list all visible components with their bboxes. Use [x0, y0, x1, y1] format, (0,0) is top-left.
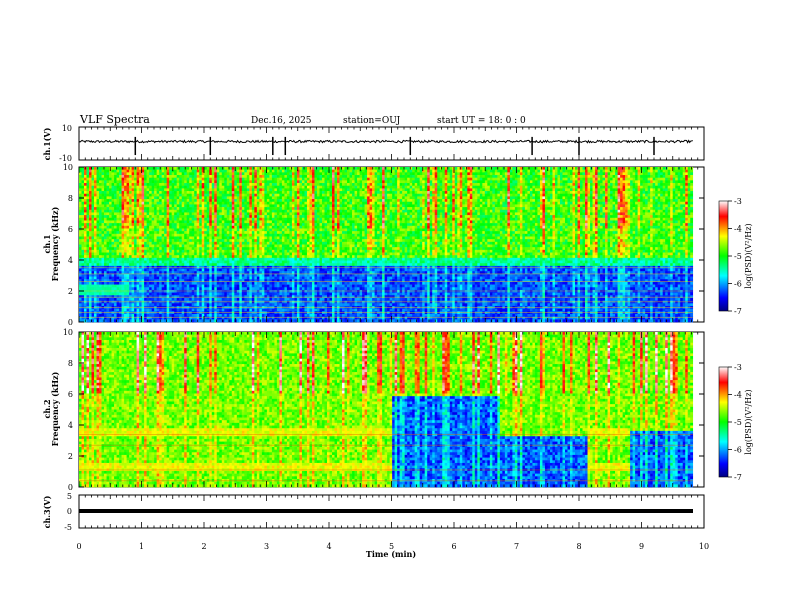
ch3-waveform-trace	[79, 509, 693, 513]
ch2-colorbar-tick--4: -4	[734, 391, 742, 400]
ch2-colorbar	[719, 367, 728, 477]
ch2-spec-ytick-2: 2	[68, 452, 73, 461]
x-tick-label-7: 7	[514, 542, 519, 551]
header-date: Dec.16, 2025	[251, 116, 312, 126]
ch3-ytick-top: 5	[67, 492, 72, 501]
ch1-spectrogram-ylabel: Frequency (kHz)	[50, 206, 60, 281]
ch3-ytick-mid: 0	[67, 507, 72, 516]
ch1-spec-ytick-10: 10	[63, 163, 73, 172]
ch1-ytick-top: 10	[62, 124, 72, 133]
ch1-colorbar-tick--4: -4	[734, 225, 742, 234]
ch2-colorbar-tick--7: -7	[734, 473, 742, 482]
ch1-spec-ytick-4: 4	[68, 256, 73, 265]
figure-title: VLF Spectra	[79, 113, 150, 126]
ch1-colorbar	[719, 201, 728, 311]
ch2-colorbar-label: log(PSD)(V²/Hz)	[744, 389, 753, 454]
x-tick-label-3: 3	[264, 542, 269, 551]
ch1-spec-ytick-2: 2	[68, 287, 73, 296]
ch2-spec-ytick-10: 10	[63, 328, 73, 337]
ch1-spec-ytick-8: 8	[68, 194, 73, 203]
x-tick-label-8: 8	[576, 542, 581, 551]
ch2-colorbar-tick--3: -3	[734, 363, 742, 372]
ch2-spec-ytick-4: 4	[68, 421, 73, 430]
ch1-colorbar-tick--3: -3	[734, 197, 742, 206]
ch1-spec-ytick-0: 0	[68, 318, 73, 327]
ch2-spec-ytick-6: 6	[68, 390, 73, 399]
ch1-spec-ytick-6: 6	[68, 225, 73, 234]
ch1-colorbar-tick--5: -5	[734, 252, 742, 261]
ch2-spectrogram-ylabel: Frequency (kHz)	[50, 371, 60, 446]
ch2-colorbar-tick--5: -5	[734, 418, 742, 427]
x-tick-label-9: 9	[639, 542, 644, 551]
header-station: station=OUJ	[343, 116, 401, 126]
ch3-waveform-ylabel: ch.3(V)	[42, 495, 52, 528]
x-tick-label-4: 4	[326, 542, 331, 551]
ch1-ytick-bottom: -10	[59, 154, 72, 163]
ch1-waveform-ylabel: ch.1(V)	[42, 127, 52, 160]
x-tick-label-1: 1	[139, 542, 144, 551]
x-tick-label-10: 10	[699, 542, 709, 551]
x-axis-label: Time (min)	[366, 549, 416, 559]
x-tick-label-2: 2	[201, 542, 206, 551]
x-tick-label-0: 0	[76, 542, 81, 551]
header-start-time: start UT = 18: 0 : 0	[437, 116, 526, 126]
ch2-spec-ytick-8: 8	[68, 359, 73, 368]
ch1-colorbar-label: log(PSD)(V²/Hz)	[744, 223, 753, 288]
ch2-colorbar-tick--6: -6	[734, 446, 742, 455]
ch2-spectrogram-heatmap	[79, 332, 693, 487]
ch2-spec-ytick-0: 0	[68, 483, 73, 492]
x-tick-label-6: 6	[451, 542, 456, 551]
ch1-colorbar-tick--7: -7	[734, 307, 742, 316]
ch1-spectrogram-heatmap	[79, 167, 693, 322]
ch1-colorbar-tick--6: -6	[734, 280, 742, 289]
ch3-ytick-bottom: -5	[64, 523, 72, 532]
